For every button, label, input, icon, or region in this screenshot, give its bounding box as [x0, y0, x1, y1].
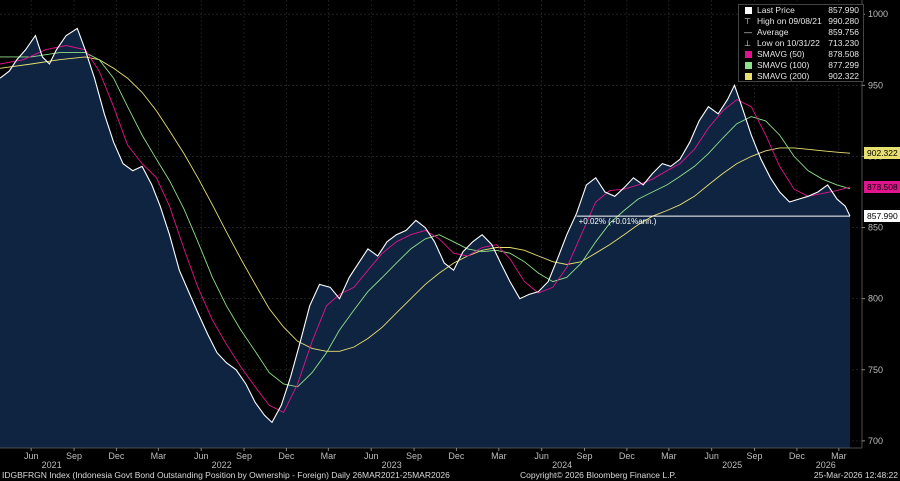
x-tick-label: Sep — [236, 451, 252, 461]
legend-item-low: ⊥ Low on 10/31/22 713.230 — [739, 38, 863, 49]
legend-label: Last Price — [757, 5, 795, 15]
series-line-last-price — [0, 27, 851, 424]
legend: Last Price 857.990 ⊤ High on 09/08/21 990.2… — [738, 4, 864, 82]
legend-label: Low on 10/31/22 — [757, 38, 820, 48]
legend-item-smavg-100: SMAVG (100) 877.299 — [739, 60, 863, 71]
legend-value: 902.322 — [828, 71, 859, 81]
y-tick-label: 700 — [868, 436, 883, 446]
legend-item-smavg-50: SMAVG (50) 878.508 — [739, 49, 863, 60]
footer: IDGBFRGN Index (Indonesia Govt Bond Outs… — [0, 469, 900, 481]
x-tick-label: Jun — [704, 451, 719, 461]
x-tick-label: Mar — [661, 451, 677, 461]
series-line-smavg-100 — [0, 52, 851, 388]
x-tick-label: Dec — [448, 451, 465, 461]
x-tick-label: Mar — [321, 451, 337, 461]
legend-item-smavg-200: SMAVG (200) 902.322 — [739, 71, 863, 82]
x-year-label: 2026 — [816, 460, 836, 469]
legend-label: SMAVG (100) — [757, 60, 810, 70]
value-tag: 902.322 — [864, 147, 900, 160]
x-year-label: 2024 — [552, 460, 572, 469]
x-tick-label: Sep — [577, 451, 593, 461]
legend-label: High on 09/08/21 — [757, 16, 822, 26]
legend-value: 859.756 — [828, 27, 859, 37]
y-tick-label: 1000 — [868, 9, 888, 19]
x-year-label: 2021 — [42, 460, 62, 469]
footer-timestamp: 25-Mar-2026 12:48:22 — [813, 470, 898, 480]
footer-ticker-description: IDGBFRGN Index (Indonesia Govt Bond Outs… — [2, 470, 450, 480]
x-tick-label: Mar — [151, 451, 167, 461]
legend-item-average: — Average 859.756 — [739, 27, 863, 38]
x-tick-label: Mar — [831, 451, 847, 461]
low-marker-icon: ⊥ — [744, 39, 751, 48]
x-tick-label: Jun — [534, 451, 549, 461]
high-marker-icon: ⊤ — [744, 17, 751, 26]
y-tick-label: 850 — [868, 223, 883, 233]
legend-value: 877.299 — [828, 60, 859, 70]
legend-label: Average — [757, 27, 789, 37]
smavg-50-swatch — [745, 51, 752, 58]
average-marker-icon: — — [744, 28, 752, 37]
smavg-100-swatch — [745, 62, 752, 69]
x-tick-label: Sep — [406, 451, 422, 461]
last-price-swatch — [745, 7, 752, 14]
smavg-200-swatch — [745, 73, 752, 80]
x-tick-label: Jun — [194, 451, 209, 461]
reference-line-label: +0.02% (+0.01%ann.) — [579, 217, 657, 226]
legend-item-last-price: Last Price 857.990 — [739, 5, 863, 16]
x-year-label: 2025 — [722, 460, 742, 469]
x-year-label: 2023 — [382, 460, 402, 469]
x-tick-label: Mar — [491, 451, 507, 461]
x-tick-label: Jun — [364, 451, 379, 461]
legend-item-high: ⊤ High on 09/08/21 990.280 — [739, 16, 863, 27]
reference-line-group: +0.02% (+0.01%ann.) — [576, 215, 850, 226]
legend-label: SMAVG (200) — [757, 71, 810, 81]
value-tag: 857.990 — [864, 210, 900, 223]
x-tick-label: Dec — [278, 451, 295, 461]
legend-value: 990.280 — [828, 16, 859, 26]
footer-copyright: Copyright© 2026 Bloomberg Finance L.P. — [520, 470, 677, 480]
series-line-smavg-50 — [0, 45, 851, 414]
y-tick-label: 800 — [868, 294, 883, 304]
last-price-area — [0, 28, 850, 449]
x-tick-label: Dec — [789, 451, 806, 461]
legend-value: 857.990 — [828, 5, 859, 15]
y-tick-label: 750 — [868, 365, 883, 375]
x-tick-label: Jun — [24, 451, 39, 461]
x-year-label: 2022 — [212, 460, 232, 469]
x-tick-label: Sep — [66, 451, 82, 461]
x-tick-label: Dec — [619, 451, 636, 461]
legend-value: 713.230 — [828, 38, 859, 48]
x-axis: Jun Sep Dec Mar Jun Sep Dec Mar Jun Sep Dec Mar Jun S… — [0, 447, 862, 469]
y-tick-label: 950 — [868, 80, 883, 90]
x-tick-label: Sep — [747, 451, 763, 461]
legend-label: SMAVG (50) — [757, 49, 805, 59]
x-tick-label: Dec — [108, 451, 125, 461]
legend-value: 878.508 — [828, 49, 859, 59]
series-line-smavg-200 — [0, 56, 851, 352]
value-tag: 878.508 — [864, 181, 900, 193]
